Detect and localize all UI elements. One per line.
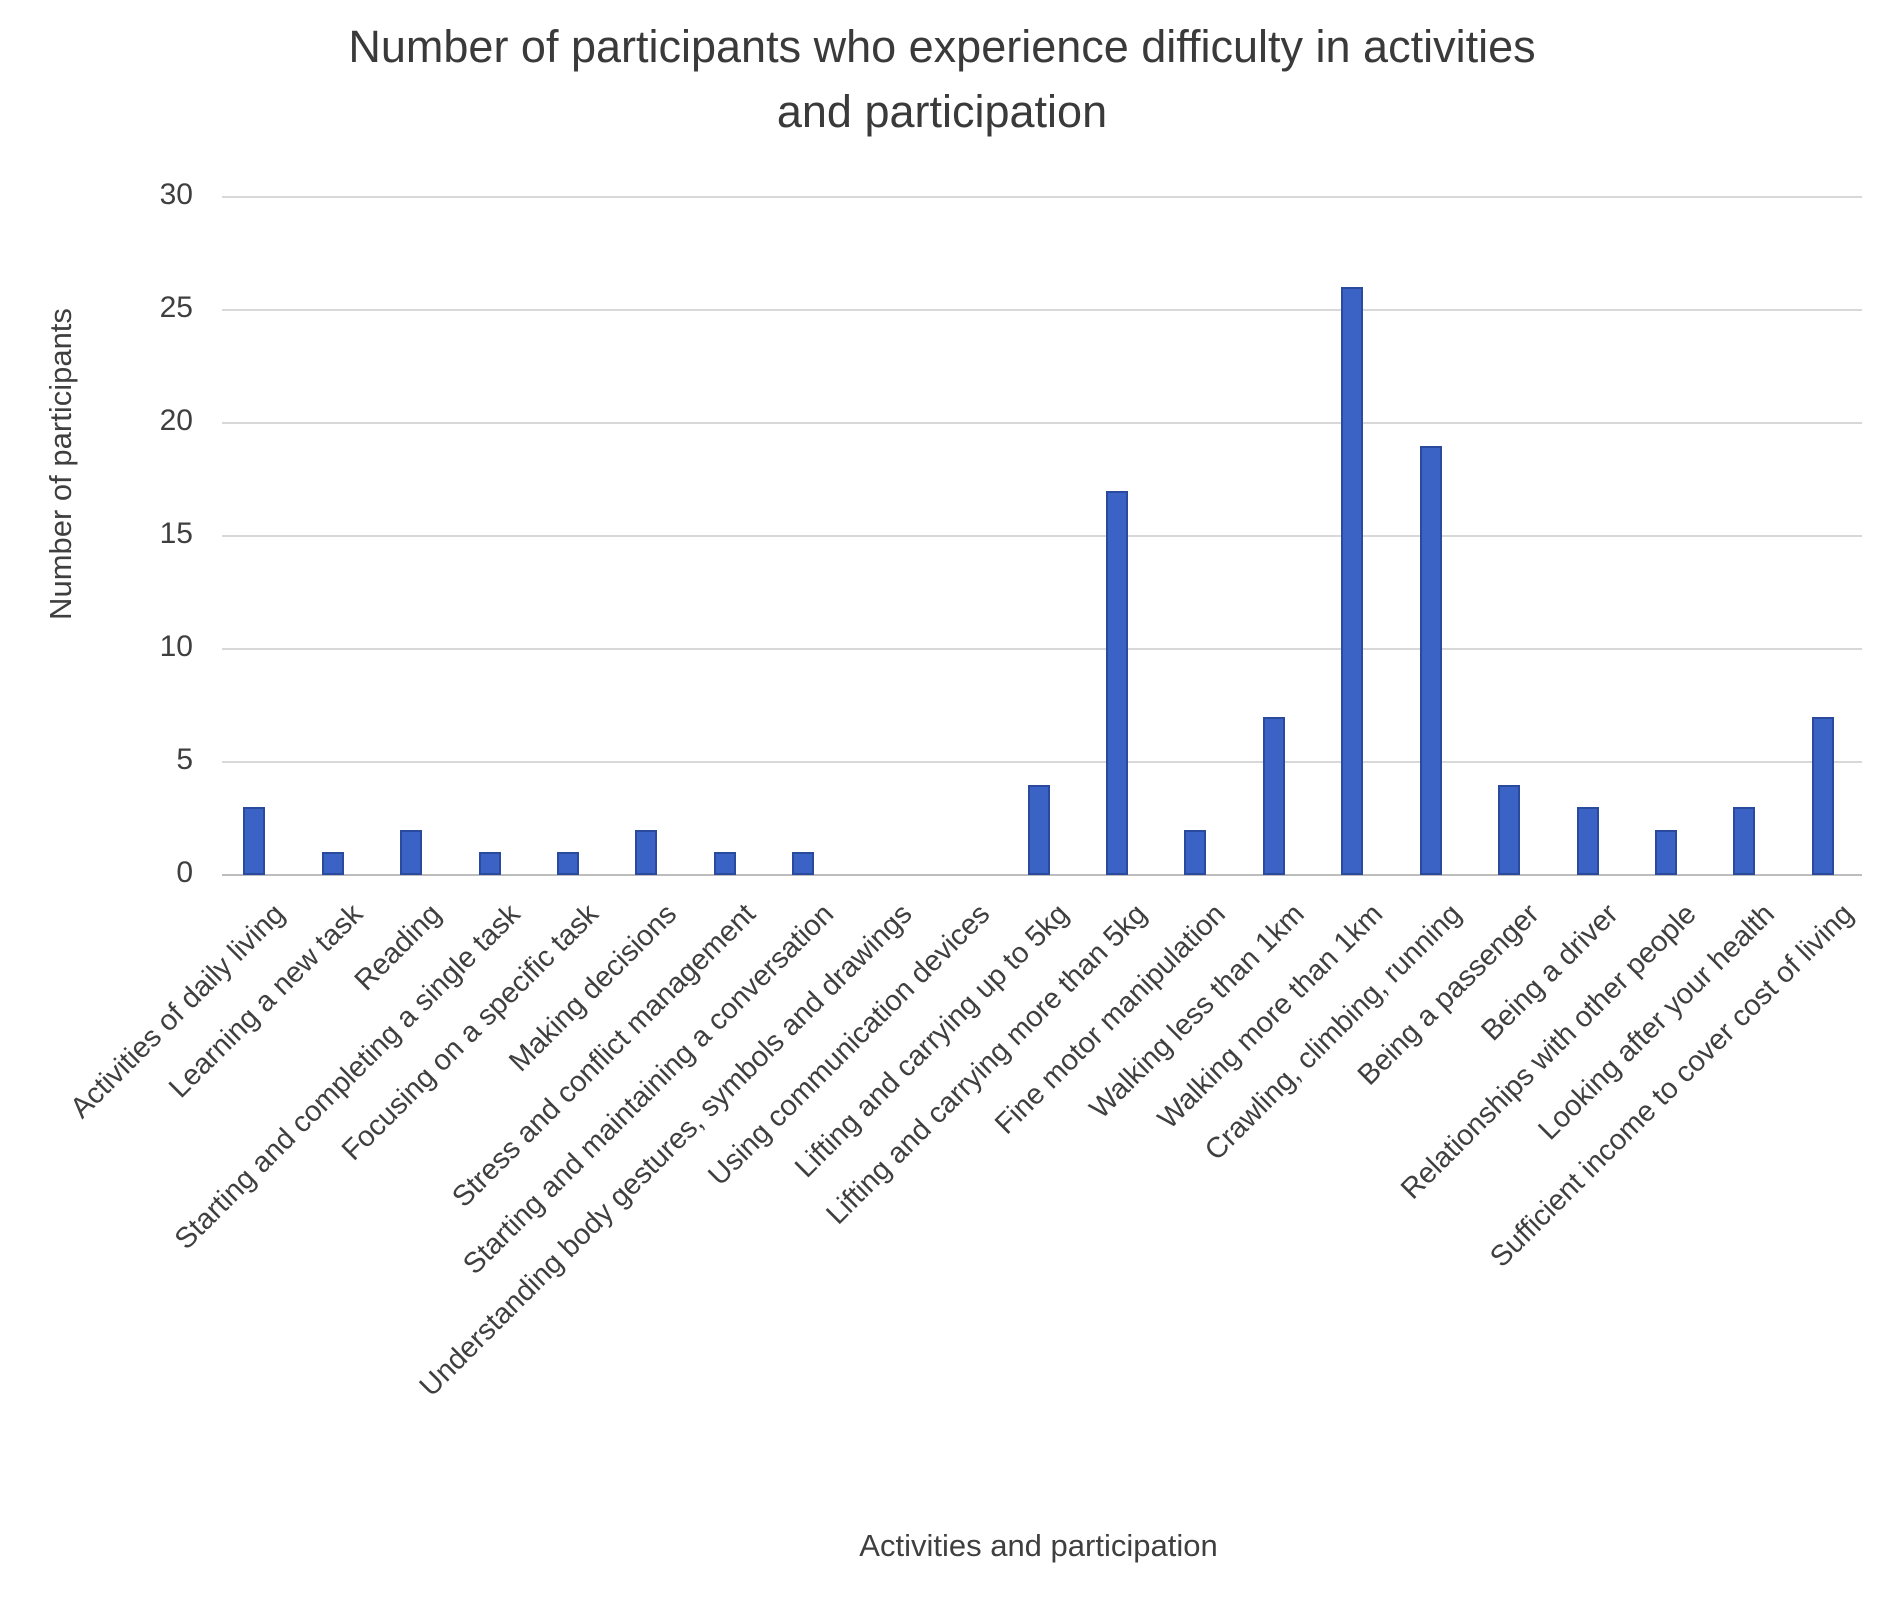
bar (556, 852, 579, 875)
bar (1341, 287, 1364, 875)
y-tick-label: 5 (176, 743, 193, 776)
y-tick-label: 25 (159, 291, 193, 324)
x-category-label: Being a driver (1474, 898, 1625, 1048)
x-category-label: Sufficient income to cover cost of livin… (1483, 898, 1860, 1274)
gridline (222, 422, 1862, 424)
bar (1419, 445, 1442, 875)
bar (1576, 807, 1599, 875)
gridline (222, 196, 1862, 198)
y-tick-label: 30 (159, 178, 193, 211)
y-tick-label: 20 (159, 404, 193, 437)
bar (635, 829, 658, 875)
x-axis-title: Activities and participation (859, 1528, 1218, 1563)
bar (1105, 490, 1128, 875)
bar (400, 829, 423, 875)
bar (792, 852, 815, 875)
bar (478, 852, 501, 875)
bar (1811, 716, 1834, 875)
bar (1027, 784, 1050, 875)
bar (321, 852, 344, 875)
chart-title-line: and participation (776, 86, 1108, 137)
bar (243, 807, 266, 875)
gridline (222, 309, 1862, 311)
bar (1184, 829, 1207, 875)
y-tick-label: 15 (159, 517, 193, 550)
gridline (222, 761, 1862, 763)
y-tick-label: 10 (159, 630, 193, 663)
x-axis-line (222, 874, 1862, 876)
bar (1498, 784, 1521, 875)
chart-title-line: Number of participants who experience di… (348, 21, 1536, 72)
chart-title: Number of participants who experience di… (0, 14, 1884, 144)
gridline (222, 648, 1862, 650)
bar (1733, 807, 1756, 875)
bar (1262, 716, 1285, 875)
y-tick-label: 0 (176, 856, 193, 889)
gridline (222, 535, 1862, 537)
bar (713, 852, 736, 875)
bar (1654, 829, 1677, 875)
